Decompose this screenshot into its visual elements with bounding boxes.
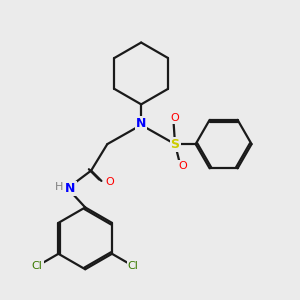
Text: Cl: Cl	[32, 261, 43, 271]
Text: N: N	[65, 182, 76, 195]
Text: O: O	[105, 177, 114, 188]
Text: Cl: Cl	[128, 261, 139, 271]
Text: H: H	[55, 182, 64, 192]
Text: S: S	[170, 138, 179, 151]
Text: O: O	[171, 113, 179, 124]
Text: N: N	[136, 117, 146, 130]
Text: O: O	[178, 161, 187, 171]
